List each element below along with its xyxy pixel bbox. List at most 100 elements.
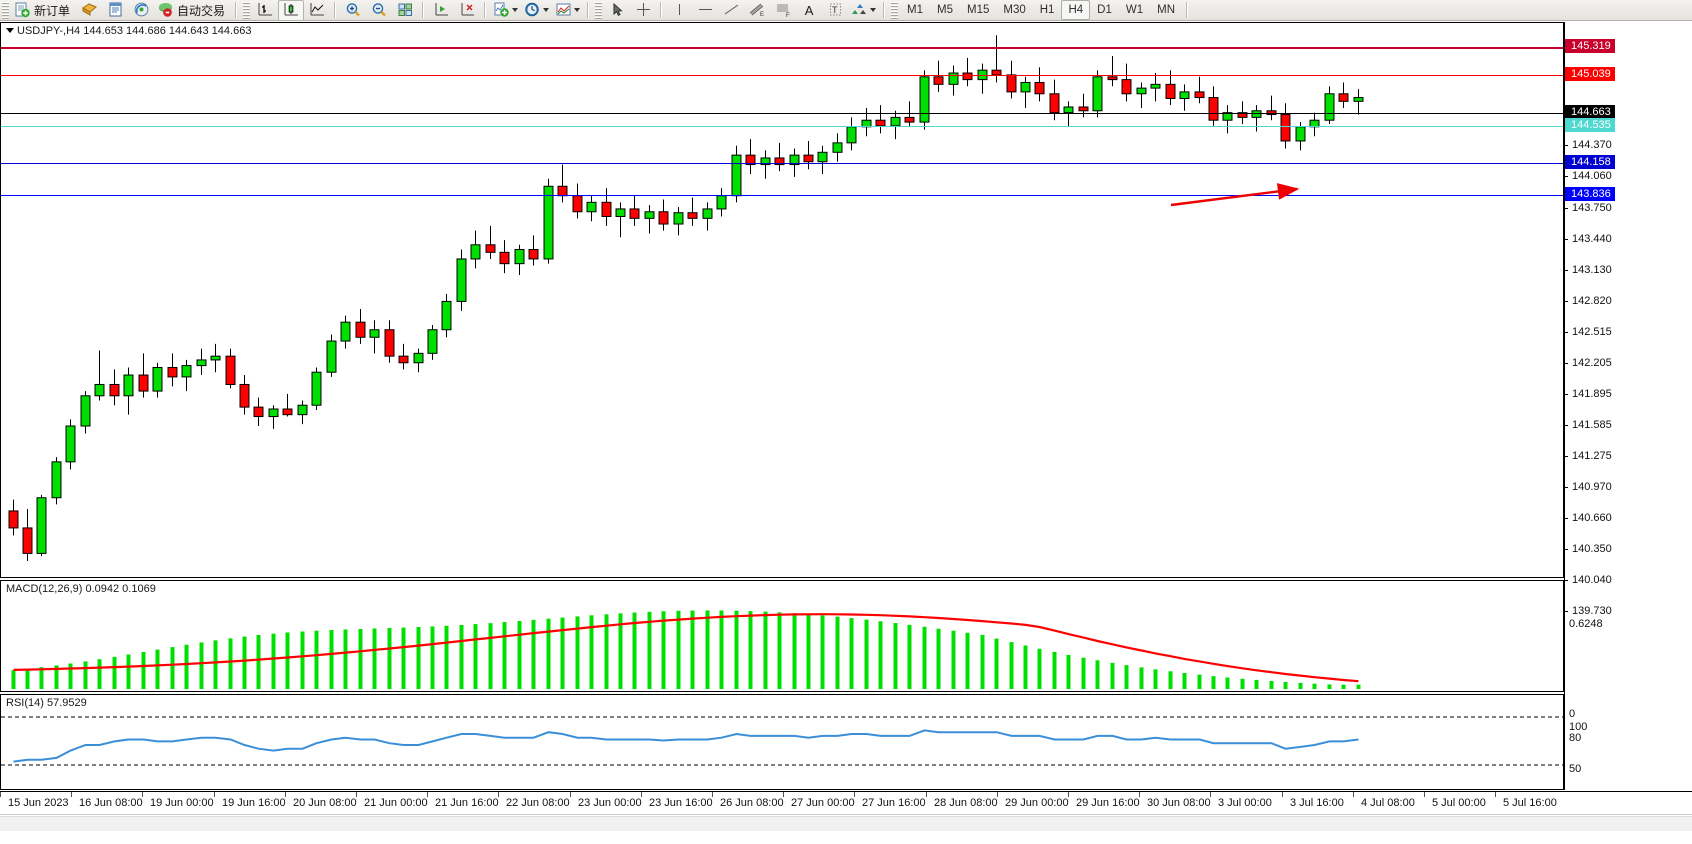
toolbar-grip-3[interactable] [595,1,603,19]
candle-body [933,76,944,85]
add-indicator-button[interactable] [490,0,521,21]
templates-button[interactable] [552,0,583,21]
horizontal-scrollbar[interactable] [0,816,1692,831]
toolbar-grip[interactable] [2,1,9,19]
macd-histogram-bar [849,618,854,689]
macd-histogram-bar [372,628,377,689]
bid-line-144-535[interactable] [1,126,1563,127]
time-tick-mark [641,792,642,797]
price-axis[interactable]: 144.370 144.060 143.750 143.440 143.130 142.8… [1564,22,1692,790]
candle-body [1049,93,1060,114]
timeframe-m15[interactable]: M15 [960,0,996,20]
candle-body [1034,81,1045,95]
resistance-145-319[interactable] [1,47,1563,49]
autotrading-button[interactable]: 自动交易 [154,0,231,21]
timeframe-m30[interactable]: M30 [996,0,1032,20]
price-tick-label: 144.060 [1572,170,1612,182]
toolbar-separator [235,2,238,18]
navigator-button[interactable] [128,0,154,21]
price-level-badge[interactable]: 144.663 [1565,105,1615,119]
macd-histogram-bar [343,629,348,689]
price-level-badge[interactable]: 145.039 [1565,67,1615,81]
price-level-badge[interactable]: 143.836 [1565,187,1615,201]
zoom-out-button[interactable] [366,0,392,21]
equidistant-channel-button[interactable]: E [744,0,770,21]
auto-scroll-button[interactable] [428,0,454,21]
chevron-down-icon[interactable] [512,8,519,12]
candle-body [919,76,930,123]
timeframe-m5[interactable]: M5 [930,0,960,20]
period-button[interactable] [521,0,552,21]
toolbar-separator-7 [883,2,886,18]
chart-area[interactable]: USDJPY-,H4 144.653 144.686 144.643 144.6… [0,21,1692,844]
timeframe-m1[interactable]: M1 [900,0,930,20]
bar-chart-button[interactable] [252,0,278,21]
timeframe-mn[interactable]: MN [1150,0,1182,20]
timeframe-d1[interactable]: D1 [1090,0,1119,20]
time-tick-mark [1210,792,1211,797]
candle-body [51,461,62,499]
time-tick-mark [997,792,998,797]
line-chart-button[interactable] [304,0,330,21]
price-level-badge[interactable]: 144.158 [1565,155,1615,169]
cursor-button[interactable] [604,0,630,21]
last-price-144-663[interactable] [1,113,1563,114]
crosshair-button[interactable] [630,0,656,21]
candle-body [1063,106,1074,114]
macd-histogram-bar [1095,660,1100,689]
main-price-pane[interactable]: USDJPY-,H4 144.653 144.686 144.643 144.6… [0,22,1564,578]
time-tick-mark [1068,792,1069,797]
vertical-line-button[interactable] [666,0,692,21]
macd-histogram-bar [502,622,507,689]
macd-histogram-bar [184,644,189,689]
zoom-in-button[interactable] [340,0,366,21]
candlestick-chart-icon [284,3,298,16]
trendline-button[interactable] [718,0,744,21]
resistance-145-039[interactable] [1,75,1563,76]
chevron-down-icon-2[interactable] [543,8,550,12]
text-label-button[interactable]: A [796,0,822,21]
price-level-badge[interactable]: 144.535 [1565,118,1615,132]
tile-windows-button[interactable] [392,0,418,21]
time-axis[interactable]: 15 Jun 2023 16 Jun 08:00 19 Jun 00:00 19 Ju… [0,791,1692,815]
timeframe-h4[interactable]: H4 [1061,0,1091,20]
horizontal-line-button[interactable] [692,0,718,21]
macd-histogram-bar [329,630,334,689]
text-box-button[interactable]: T [822,0,848,21]
collapse-caret-icon[interactable] [6,28,14,33]
macd-histogram-bar [54,665,59,689]
time-tick-mark [1282,792,1283,797]
data-window-button[interactable] [102,0,128,21]
toolbar-grip-2[interactable] [243,1,251,19]
new-order-button[interactable]: 新订单 [11,0,76,21]
macd-histogram-bar [416,627,421,689]
macd-histogram-bar [1298,682,1303,689]
chevron-down-icon-3[interactable] [574,8,581,12]
macd-histogram-bar [705,610,710,689]
timeframe-h1[interactable]: H1 [1033,0,1062,20]
terminal-button[interactable] [76,0,102,21]
chart-shift-button[interactable] [454,0,480,21]
shapes-button[interactable] [848,0,879,21]
candle-body [8,510,19,529]
time-tick-label: 30 Jun 08:00 [1147,797,1211,809]
support-143-836[interactable] [1,195,1563,196]
macd-pane[interactable]: MACD(12,26,9) 0.0942 0.1069 [0,580,1564,692]
rsi-pane[interactable]: RSI(14) 57.9529 [0,694,1564,790]
fibonacci-retracement-button[interactable]: F [770,0,796,21]
candle-body [225,355,236,385]
candle-body [210,355,221,361]
price-level-badge[interactable]: 145.319 [1565,39,1615,53]
red-arrow-annotation[interactable] [1170,183,1300,207]
candle-body [962,72,973,81]
chevron-down-icon-4[interactable] [870,8,877,12]
timeframe-w1[interactable]: W1 [1119,0,1150,20]
support-144-158[interactable] [1,163,1563,164]
price-tick-label: 142.515 [1572,326,1612,338]
candle-body [977,69,988,81]
candlestick-chart-button[interactable] [278,0,305,21]
time-tick-label: 19 Jun 00:00 [150,797,214,809]
toolbar-grip-4[interactable] [891,1,899,19]
indicator-scale-label: 0 [1569,708,1576,720]
